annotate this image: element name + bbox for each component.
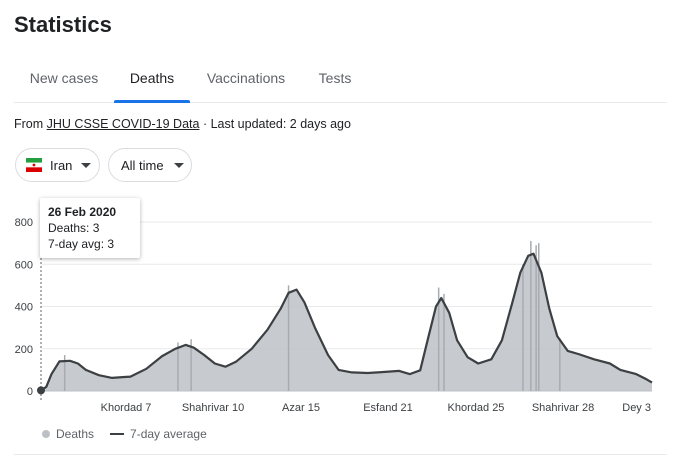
range-select[interactable]: All time: [108, 148, 192, 182]
x-tick-label: Khordad 25: [448, 402, 505, 414]
legend-deaths: Deaths: [56, 427, 95, 441]
chart-legend: Deaths 7-day average: [42, 427, 207, 441]
source-prefix: From: [14, 117, 47, 131]
divider: [14, 454, 667, 455]
x-tick-label: Dey 3: [622, 402, 651, 414]
tab-vaccinations[interactable]: Vaccinations: [206, 70, 286, 86]
average-legend-line-icon: [110, 433, 125, 435]
y-tick-label: 0: [27, 386, 33, 398]
chevron-down-icon: [81, 162, 92, 168]
tooltip-avg: 7-day avg: 3: [48, 237, 115, 251]
source-link[interactable]: JHU CSSE COVID-19 Data: [46, 117, 200, 131]
tab-bar: New cases Deaths Vaccinations Tests: [14, 60, 667, 103]
deaths-chart[interactable]: 0 200 400 600 800 Khordad 7 Shahrivar 10 Azar 1…: [0, 195, 681, 425]
x-tick-label: Khordad 7: [101, 402, 152, 414]
x-tick-label: Shahrivar 28: [532, 402, 594, 414]
tab-new-cases[interactable]: New cases: [29, 70, 99, 86]
page-title: Statistics: [14, 12, 112, 37]
hover-dot: [37, 386, 45, 395]
y-tick-label: 400: [15, 302, 33, 314]
tab-deaths[interactable]: Deaths: [114, 60, 190, 103]
y-tick-label: 600: [15, 259, 33, 271]
x-tick-label: Shahrivar 10: [182, 402, 244, 414]
chevron-down-icon: [173, 162, 184, 168]
chart-tooltip: 26 Feb 2020 Deaths: 3 7-day avg: 3: [40, 198, 140, 258]
average-line: [40, 252, 653, 392]
y-tick-label: 200: [15, 344, 33, 356]
deaths-area: [41, 253, 652, 391]
tooltip-date: 26 Feb 2020: [48, 205, 117, 219]
deaths-legend-dot-icon: [42, 430, 50, 438]
tab-tests[interactable]: Tests: [318, 70, 352, 86]
x-tick-label: Esfand 21: [363, 402, 413, 414]
last-updated: · Last updated: 2 days ago: [199, 117, 351, 131]
country-select[interactable]: Iran: [15, 148, 100, 182]
range-label: All time: [121, 157, 164, 173]
tooltip-deaths: Deaths: 3: [48, 221, 100, 235]
iran-flag-icon: [26, 158, 42, 172]
x-tick-label: Azar 15: [282, 402, 320, 414]
legend-average: 7-day average: [130, 427, 207, 441]
country-label: Iran: [50, 157, 73, 173]
source-line: From JHU CSSE COVID-19 Data · Last updat…: [14, 117, 351, 131]
y-tick-label: 800: [15, 217, 33, 229]
